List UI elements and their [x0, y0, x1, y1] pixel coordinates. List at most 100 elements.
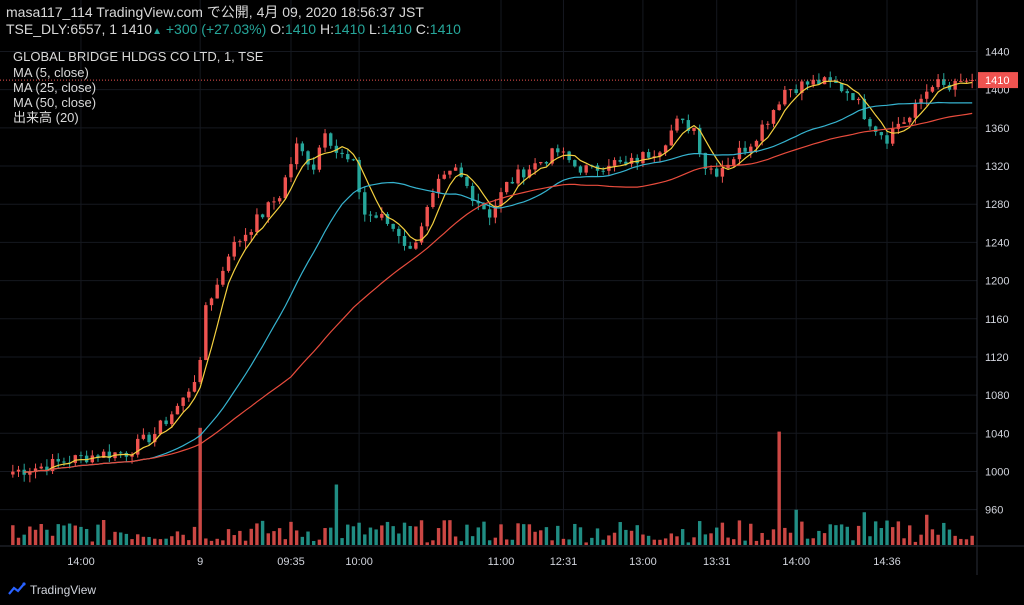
price-tick-label: 1240 [985, 237, 1009, 249]
volume-bar [56, 524, 60, 545]
volume-bar [947, 529, 952, 545]
volume-bar [340, 538, 344, 545]
volume-bar [283, 539, 288, 545]
candle-body [73, 455, 77, 463]
volume-bar [930, 529, 935, 545]
open-label: O: [270, 21, 285, 37]
volume-bar [380, 525, 384, 545]
volume-bar [970, 535, 974, 545]
volume-bar [697, 521, 702, 545]
candle-body [601, 170, 605, 172]
candle-body [686, 120, 691, 131]
volume-bar [663, 538, 668, 545]
tradingview-brand[interactable]: TradingView [30, 583, 97, 597]
volume-bar [737, 520, 742, 545]
time-axis[interactable]: 14:00 9 09:35 10:00 11:00 12:31 13:00 13:31 14:0… [0, 545, 1024, 568]
volume-bar [181, 534, 185, 545]
volume-bar [959, 538, 963, 545]
candle-body [754, 140, 759, 147]
candle-body [771, 110, 776, 124]
volume-bar [794, 509, 798, 545]
volume-bar [113, 531, 117, 545]
candle-body [612, 160, 617, 166]
candle-body [868, 119, 872, 127]
price-tick-label: 1200 [985, 276, 1009, 288]
volume-bar [221, 540, 225, 545]
volume-bar [187, 540, 191, 545]
volume-bar [964, 539, 969, 545]
volume-bar [635, 525, 639, 545]
volume-bars [11, 427, 974, 545]
time-tick-label: 13:00 [629, 556, 657, 568]
candle-body [22, 469, 26, 475]
volume-bar [260, 520, 265, 545]
candle-body [618, 160, 622, 162]
ma25-line [24, 101, 973, 473]
volume-bar [890, 527, 895, 545]
volume-bar [527, 524, 532, 545]
volume-bar [942, 522, 946, 545]
volume-bar [425, 542, 429, 545]
legend-ma25[interactable]: MA (25, close) [13, 80, 97, 95]
candle-body [221, 270, 225, 285]
candle-body [226, 256, 231, 271]
volume-bar [431, 540, 435, 545]
candle-body [249, 232, 253, 235]
volume-bar [692, 537, 696, 545]
candle-body [209, 298, 214, 306]
legend-ma5[interactable]: MA (5, close) [13, 65, 89, 80]
volume-bar [862, 512, 867, 545]
candle-body [732, 159, 736, 165]
volume-bar [487, 540, 492, 545]
volume-bar [913, 541, 918, 545]
candle-body [238, 241, 242, 243]
volume-bar [39, 523, 43, 545]
volume-bar [783, 527, 787, 545]
candle-body [181, 397, 185, 406]
volume-bar [62, 525, 66, 545]
volume-bar [510, 539, 515, 545]
candle-body [340, 152, 344, 155]
volume-bar [90, 541, 95, 545]
volume-bar [885, 520, 889, 545]
volume-bar [595, 528, 600, 545]
candle-body [232, 241, 236, 257]
price-tick-label: 1360 [985, 123, 1009, 135]
volume-bar [45, 529, 49, 545]
candle-body [436, 178, 441, 194]
candle-body [141, 434, 146, 439]
price-tick-label: 1320 [985, 161, 1009, 173]
candle-body [431, 193, 435, 207]
volume-bar [124, 533, 129, 545]
volume-bar [192, 526, 197, 545]
volume-bar [919, 534, 923, 545]
candle-body [118, 452, 123, 454]
volume-bar [16, 537, 21, 545]
volume-bar [544, 527, 549, 545]
volume-bar [629, 530, 634, 545]
time-tick-label: 14:36 [873, 556, 901, 568]
candle-body [380, 213, 384, 218]
volume-bar [272, 531, 276, 545]
candle-body [947, 84, 952, 90]
volume-bar [516, 523, 520, 545]
volume-bar [243, 540, 248, 545]
candle-body [272, 201, 276, 203]
price-tick-label: 1080 [985, 390, 1009, 402]
volume-bar [873, 521, 878, 545]
legend-title[interactable]: GLOBAL BRIDGE HLDGS CO LTD, 1, TSE [13, 49, 264, 64]
legend-ma50[interactable]: MA (50, close) [13, 95, 97, 110]
volume-bar [374, 529, 378, 545]
legend-volume[interactable]: 出来高 (20) [13, 110, 79, 125]
last-price-tag-label: 1410 [985, 75, 1009, 87]
candle-body [607, 165, 611, 171]
price-tick-label: 960 [985, 505, 1003, 517]
candle-body [391, 223, 395, 229]
candle-body [363, 192, 367, 215]
candle-body [697, 127, 702, 153]
volume-bar [402, 522, 407, 545]
candle-body [357, 159, 361, 193]
candle-body [635, 157, 639, 164]
candle-body [351, 159, 356, 161]
